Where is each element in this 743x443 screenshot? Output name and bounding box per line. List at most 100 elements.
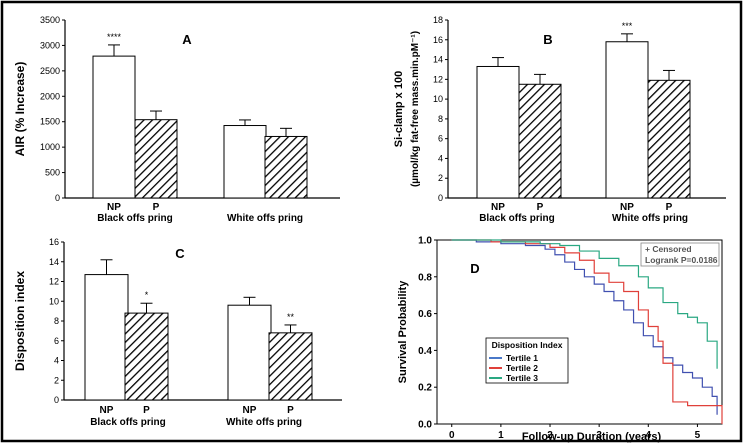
x-tick-label: 0 — [449, 430, 455, 441]
logrank-p-value: Logrank P=0.0186 — [645, 255, 718, 265]
y-tick-label: 1.0 — [418, 236, 432, 247]
panel-a: 0 500 1000 1500 2000 2500 3000 3500 **** NP PBlack… — [13, 15, 340, 224]
y-tick-label: 2000 — [40, 91, 60, 101]
bar-np — [476, 65, 520, 199]
legend-entry: Tertile 3 — [506, 373, 538, 383]
bar-label: P — [537, 202, 544, 213]
legend-title: Disposition Index — [492, 340, 563, 350]
y-tick-label: 18 — [433, 15, 443, 25]
y-axis-label: Disposition index — [13, 271, 27, 371]
y-axis-label: Survival Probability — [397, 280, 409, 384]
group-label: White offs pring — [226, 417, 302, 428]
survival-curve-tertile-2 — [451, 239, 723, 424]
y-tick-label: 8 — [438, 114, 443, 124]
y-tick-label: 2500 — [40, 66, 60, 76]
x-axis-label: Follow-up Duration (years) — [522, 431, 662, 443]
y-tick-label: 4 — [438, 153, 443, 163]
y-tick-label: 0.0 — [418, 420, 432, 431]
bar-np — [223, 125, 267, 199]
y-tick-label: 3500 — [40, 15, 60, 25]
x-tick-label: 3 — [596, 430, 602, 441]
bar-label: NP — [620, 202, 634, 213]
bar-label: P — [666, 202, 673, 213]
bar-np — [92, 55, 136, 199]
y-tick-label: 1500 — [40, 117, 60, 127]
bar-np — [605, 41, 649, 199]
y-tick-label: 2 — [438, 173, 443, 183]
group-label: Black offs pring — [97, 213, 173, 224]
panel-letter: B — [543, 32, 552, 47]
bar-p — [518, 83, 562, 199]
panel-letter: C — [175, 246, 185, 261]
bar-p — [124, 312, 169, 401]
significance-mark: **** — [107, 32, 122, 42]
y-tick-label: 16 — [433, 35, 443, 45]
bar-label: NP — [100, 405, 114, 416]
bar-p — [134, 119, 178, 199]
bar-label: P — [153, 202, 160, 213]
group-label: Black offs pring — [479, 213, 555, 224]
y-axis-label: AIR (% Increase) — [13, 62, 27, 157]
y-tick-label: 0.6 — [418, 309, 432, 320]
significance-mark: *** — [622, 21, 633, 31]
x-tick-label: 4 — [646, 430, 652, 441]
y-tick-label: 16 — [49, 237, 59, 247]
y-axis-label: (µmol/kg fat-free mass.min.pM⁻¹) — [410, 31, 421, 187]
bar-label: NP — [243, 405, 257, 416]
y-tick-label: 12 — [433, 74, 443, 84]
significance-mark: * — [145, 290, 149, 300]
y-tick-label: 0 — [438, 193, 443, 203]
y-tick-label: 4 — [54, 356, 59, 366]
info-box-frame — [640, 242, 720, 267]
y-tick-label: 8 — [54, 316, 59, 326]
y-tick-label: 0 — [55, 193, 60, 203]
legend-frame — [485, 337, 569, 384]
bar-np — [84, 274, 129, 401]
x-tick-label: 1 — [498, 430, 504, 441]
y-tick-label: 1000 — [40, 142, 60, 152]
y-tick-label: 6 — [54, 336, 59, 346]
y-tick-label: 6 — [438, 134, 443, 144]
y-tick-label: 14 — [433, 55, 443, 65]
bar-p — [268, 332, 313, 401]
censored-note: + Censored — [645, 244, 692, 254]
x-tick-label: 2 — [547, 430, 553, 441]
bar-p — [264, 135, 308, 199]
y-axis-label: Si-clamp x 100 — [393, 71, 405, 147]
plot-area — [436, 239, 723, 425]
y-tick-label: 12 — [49, 277, 59, 287]
y-tick-label: 10 — [49, 296, 59, 306]
group-label: White offs pring — [612, 213, 688, 224]
bar-label: P — [287, 405, 294, 416]
panel-letter: D — [470, 261, 479, 276]
group-label: White offs pring — [227, 213, 303, 224]
legend-entry: Tertile 2 — [506, 363, 538, 373]
y-tick-label: 10 — [433, 94, 443, 104]
bar-label: NP — [491, 202, 505, 213]
panel-letter: A — [182, 32, 192, 47]
group-label: Black offs pring — [90, 417, 166, 428]
y-tick-label: 500 — [45, 168, 60, 178]
bar-label: NP — [107, 202, 121, 213]
y-tick-label: 0.8 — [418, 272, 432, 283]
y-tick-label: 14 — [49, 257, 59, 267]
y-tick-label: 0.4 — [418, 346, 432, 357]
y-tick-label: 0.2 — [418, 383, 432, 394]
panel-d: 0 1 2 3 4 5 0.0 0.2 0.4 0.6 0.8 1.0 + CensoredLogran… — [397, 236, 723, 443]
bar-np — [227, 304, 272, 401]
survival-curve-tertile-3 — [451, 239, 718, 369]
y-tick-label: 0 — [54, 395, 59, 405]
bar-label: P — [143, 405, 150, 416]
survival-curve-tertile-1 — [451, 239, 718, 415]
x-tick-label: 5 — [695, 430, 701, 441]
legend-entry: Tertile 1 — [506, 353, 538, 363]
y-tick-label: 2 — [54, 375, 59, 385]
y-tick-label: 3000 — [40, 40, 60, 50]
bar-p — [647, 79, 691, 199]
